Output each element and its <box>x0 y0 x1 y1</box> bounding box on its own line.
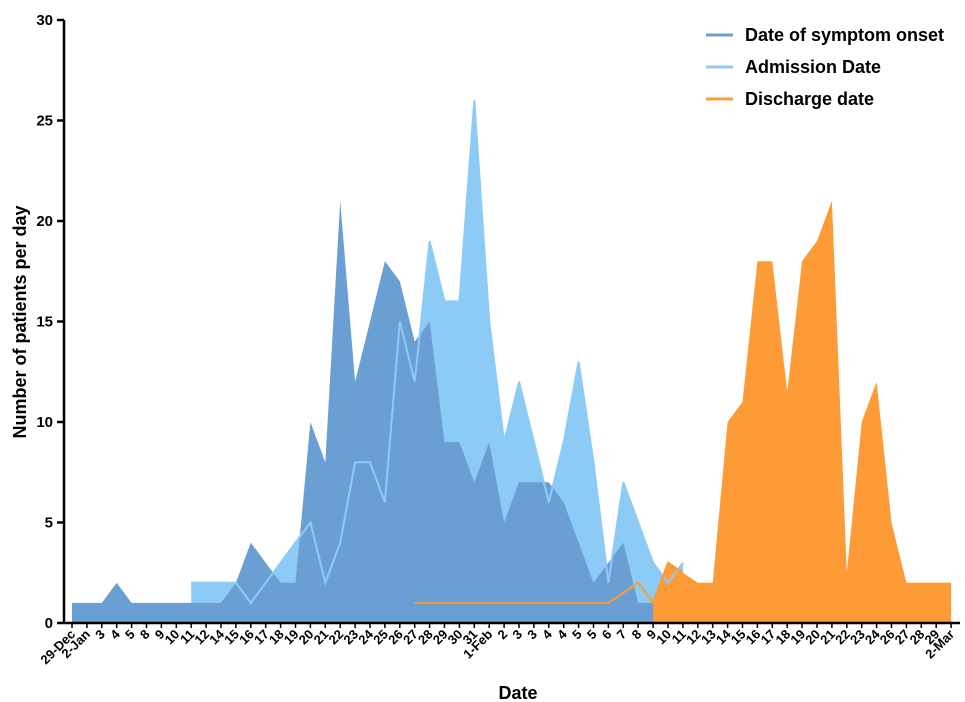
x-tick-label: 3 <box>524 627 540 643</box>
discharge-date-line <box>414 561 684 605</box>
legend: Date of symptom onset Admission Date Disch… <box>706 25 944 109</box>
x-tick-label: 4 <box>554 626 570 642</box>
y-axis-title: Number of patients per day <box>10 205 30 438</box>
y-tick-label: 15 <box>36 314 53 331</box>
x-tick-label: 5 <box>122 627 138 643</box>
y-tick-label: 25 <box>36 113 53 130</box>
y-tick-label: 10 <box>36 414 53 431</box>
x-tick-label: 4 <box>107 626 123 642</box>
x-tick-label: 2 <box>494 627 510 643</box>
x-tick-label: 5 <box>584 627 600 643</box>
admission-date-line <box>191 100 684 605</box>
legend-label: Date of symptom onset <box>745 25 944 45</box>
legend-label: Admission Date <box>745 57 881 77</box>
x-tick-label: 3 <box>509 627 525 643</box>
y-tick-label: 5 <box>45 515 53 532</box>
x-tick-label: 5 <box>569 627 585 643</box>
y-tick-label: 20 <box>36 213 53 230</box>
legend-label: Discharge date <box>745 89 874 109</box>
x-tick-label: 3 <box>92 627 108 643</box>
series-lines <box>191 100 684 605</box>
x-tick-label: 4 <box>539 626 555 642</box>
admission-date-area <box>191 100 683 623</box>
x-tick-label: 8 <box>629 627 645 643</box>
x-tick-label: 6 <box>599 627 615 643</box>
series-areas <box>72 100 952 623</box>
x-tick-label: 8 <box>137 627 153 643</box>
y-tick-label: 30 <box>36 12 53 29</box>
y-ticks: 0 5 10 15 20 25 30 <box>36 12 64 632</box>
x-tick-label: 7 <box>614 627 630 643</box>
y-tick-label: 0 <box>45 615 53 632</box>
symptom-onset-area <box>72 200 668 623</box>
x-axis-title: Date <box>498 683 537 702</box>
discharge-date-area <box>653 200 952 623</box>
